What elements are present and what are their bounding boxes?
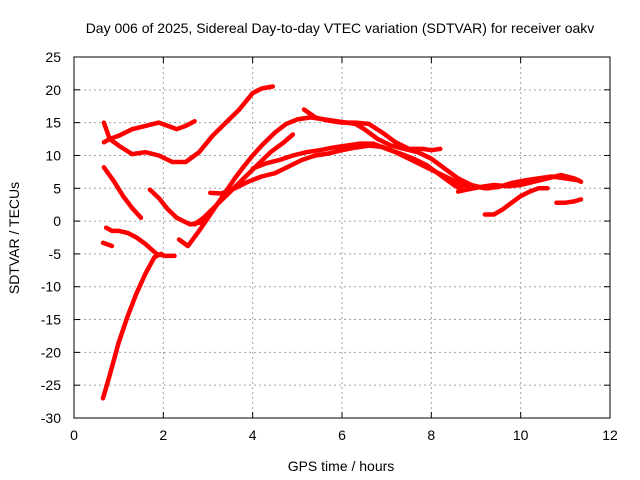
y-tick-label: 0	[53, 213, 61, 229]
x-tick-label: 10	[513, 427, 529, 443]
y-tick-label: -25	[41, 377, 61, 393]
series-track-14	[482, 186, 550, 217]
y-tick-label: -20	[41, 344, 61, 360]
series-track-7	[100, 251, 164, 401]
y-tick-label: 5	[53, 180, 61, 196]
series-track-3	[101, 165, 144, 221]
series-track-2	[101, 84, 276, 165]
series-track-13	[455, 172, 584, 194]
y-tick-label: -30	[41, 410, 61, 426]
grid-lines	[74, 57, 610, 418]
series-track-4	[147, 187, 204, 227]
y-tick-labels: -30 -25 -20 -15 -10 -5 0 5 10 15 20 25	[41, 49, 61, 426]
series-track-15	[554, 197, 584, 205]
y-tick-label: 25	[45, 49, 61, 65]
x-axis-label: GPS time / hours	[288, 458, 395, 474]
series-track-5	[100, 240, 115, 249]
x-tick-label: 8	[427, 427, 435, 443]
series-track-11	[250, 141, 465, 192]
axis-ticks	[73, 56, 611, 419]
y-tick-label: -15	[41, 312, 61, 328]
chart-title: Day 006 of 2025, Sidereal Day-to-day VTE…	[86, 20, 595, 36]
series-track-9	[192, 132, 296, 227]
y-tick-label: 20	[45, 82, 61, 98]
data-series-group	[100, 84, 584, 401]
y-axis-label: SDTVAR / TECUs	[6, 182, 22, 294]
x-tick-label: 2	[159, 427, 167, 443]
x-tick-label: 4	[249, 427, 257, 443]
y-tick-label: 10	[45, 147, 61, 163]
x-tick-label: 6	[338, 427, 346, 443]
x-tick-label: 12	[602, 427, 618, 443]
series-track-12	[301, 107, 443, 153]
series-track-1	[101, 119, 197, 145]
y-tick-label: 15	[45, 115, 61, 131]
x-tick-labels: 0 2 4 6 8 10 12	[70, 427, 618, 443]
series-track-6	[103, 225, 177, 259]
y-tick-label: -10	[41, 279, 61, 295]
y-tick-label: -5	[49, 246, 62, 262]
x-tick-label: 0	[70, 427, 78, 443]
